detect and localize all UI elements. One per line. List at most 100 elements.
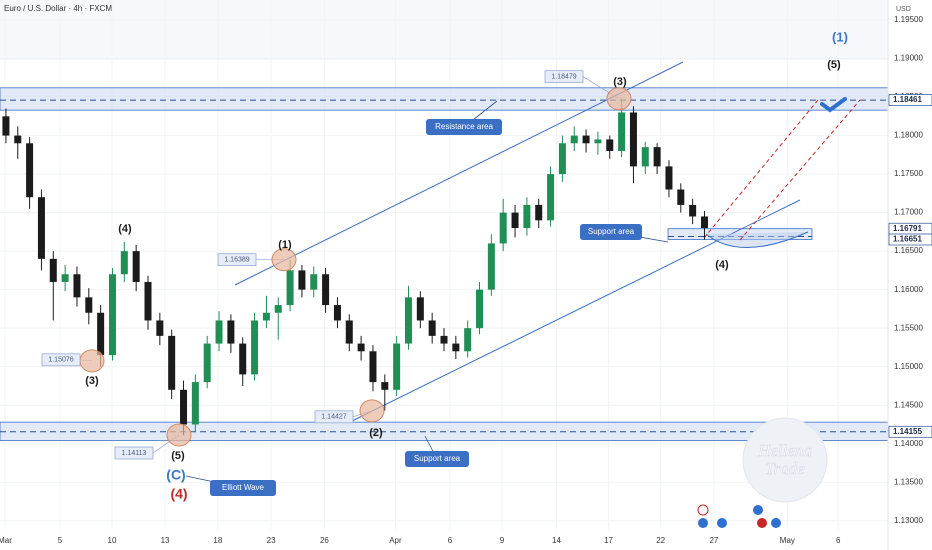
y-tick-label: 1.19000 <box>894 54 923 63</box>
price-label: 1.16651 <box>893 235 922 244</box>
callout-box <box>210 480 276 496</box>
candle-body <box>286 270 294 306</box>
candle-body <box>523 204 531 229</box>
wave-label: (4) <box>118 223 132 235</box>
y-tick-label: 1.13000 <box>894 516 923 525</box>
candle-body <box>61 274 69 282</box>
event-icon <box>698 518 708 528</box>
candle-body <box>73 274 81 298</box>
zone <box>0 87 889 111</box>
grid <box>0 0 888 530</box>
y-tick-label: 1.16000 <box>894 285 923 294</box>
candle-body <box>547 174 555 221</box>
currency-label: USD <box>896 6 911 13</box>
x-tick-label: 6 <box>836 536 841 545</box>
candle-body <box>156 320 164 336</box>
price-box <box>314 410 354 424</box>
candle-body <box>191 382 199 425</box>
candle-body <box>357 343 365 352</box>
candle-body <box>629 112 637 167</box>
pivot-marker <box>79 349 105 373</box>
wave-label: (2) <box>369 427 383 439</box>
price-label-box <box>888 94 932 106</box>
event-icon <box>771 518 781 528</box>
price-label: 1.14155 <box>893 427 922 436</box>
candle-body <box>582 135 590 144</box>
checkmark <box>820 97 847 113</box>
x-tick-label: 6 <box>448 536 453 545</box>
candle-body <box>85 297 93 313</box>
candle-body <box>487 243 495 290</box>
x-tick-label: 5 <box>58 536 63 545</box>
y-tick-label: 1.17000 <box>894 208 923 217</box>
x-tick-label: 10 <box>108 536 117 545</box>
candle-body <box>168 335 176 390</box>
candle-body <box>428 320 436 336</box>
watermark-badge <box>742 417 828 503</box>
callout-label: Elliott Wave <box>222 483 264 492</box>
x-tick-label: 27 <box>709 536 718 545</box>
price-box-label: 1.14427 <box>321 414 346 421</box>
candle-body <box>26 143 34 198</box>
wave-label: (4) <box>715 259 729 271</box>
candle-body <box>215 320 223 344</box>
wave-label: (C) <box>166 467 185 483</box>
y-tick-label: 1.14000 <box>894 439 923 448</box>
candle-body <box>37 197 45 259</box>
candle-body <box>558 143 566 175</box>
watermark: Hellena <box>757 441 812 460</box>
wave-label: (1) <box>278 239 292 251</box>
candle-body <box>618 112 626 151</box>
wave-label: (3) <box>613 76 627 88</box>
candle-body <box>464 328 472 352</box>
event-icon <box>753 505 763 515</box>
y-tick-label: 1.15500 <box>894 323 923 332</box>
price-box-label: 1.15076 <box>48 357 73 364</box>
pivot-marker <box>606 87 632 111</box>
y-tick-label: 1.16500 <box>894 246 923 255</box>
event-icon <box>757 518 767 528</box>
candle-body <box>310 274 318 290</box>
candle-body <box>180 389 188 425</box>
candle-body <box>132 251 140 282</box>
price-box-label: 1.18479 <box>551 74 576 81</box>
wave-label: (5) <box>171 450 185 462</box>
x-tick-label: 17 <box>604 536 613 545</box>
wave-label: (5) <box>827 59 841 71</box>
watermark: Trade <box>765 459 805 478</box>
candle-body <box>369 351 377 383</box>
candle-body <box>641 147 649 167</box>
candle-body <box>120 251 128 275</box>
price-label-box <box>888 425 932 438</box>
annotations: 1.18479 1.16389 1.15076 1.14427 1.14113 (3) (1… <box>41 29 848 502</box>
candle-body <box>653 147 661 167</box>
price-box <box>41 353 81 367</box>
price-box-label: 1.14113 <box>122 450 147 457</box>
candle-body <box>2 116 10 136</box>
event-icon <box>697 504 709 516</box>
callout-box <box>426 119 502 135</box>
candle-body <box>262 312 270 321</box>
wave-label: (4) <box>170 486 187 502</box>
candle-body <box>345 320 353 344</box>
x-tick-label: 23 <box>267 536 276 545</box>
x-tick-label: 26 <box>320 536 329 545</box>
forecast-arc <box>705 231 809 248</box>
candle-body <box>14 135 22 144</box>
y-tick-label: 1.18000 <box>894 131 923 140</box>
candle-body <box>227 320 235 344</box>
forecast-line <box>703 99 819 239</box>
callout-label: Support area <box>588 227 635 236</box>
price-label-box <box>888 233 932 246</box>
chart-title: Euro / U.S. Dollar · 4h · FXCM <box>4 4 112 13</box>
candle-body <box>298 270 306 290</box>
candle-body <box>108 274 116 356</box>
candle-body <box>570 135 578 144</box>
x-tick-label: Apr <box>389 536 402 545</box>
y-tick-label: 1.19500 <box>894 15 923 24</box>
candle-body <box>606 139 614 151</box>
candle-body <box>665 166 673 190</box>
candle-body <box>476 289 484 329</box>
event-icon <box>717 518 727 528</box>
